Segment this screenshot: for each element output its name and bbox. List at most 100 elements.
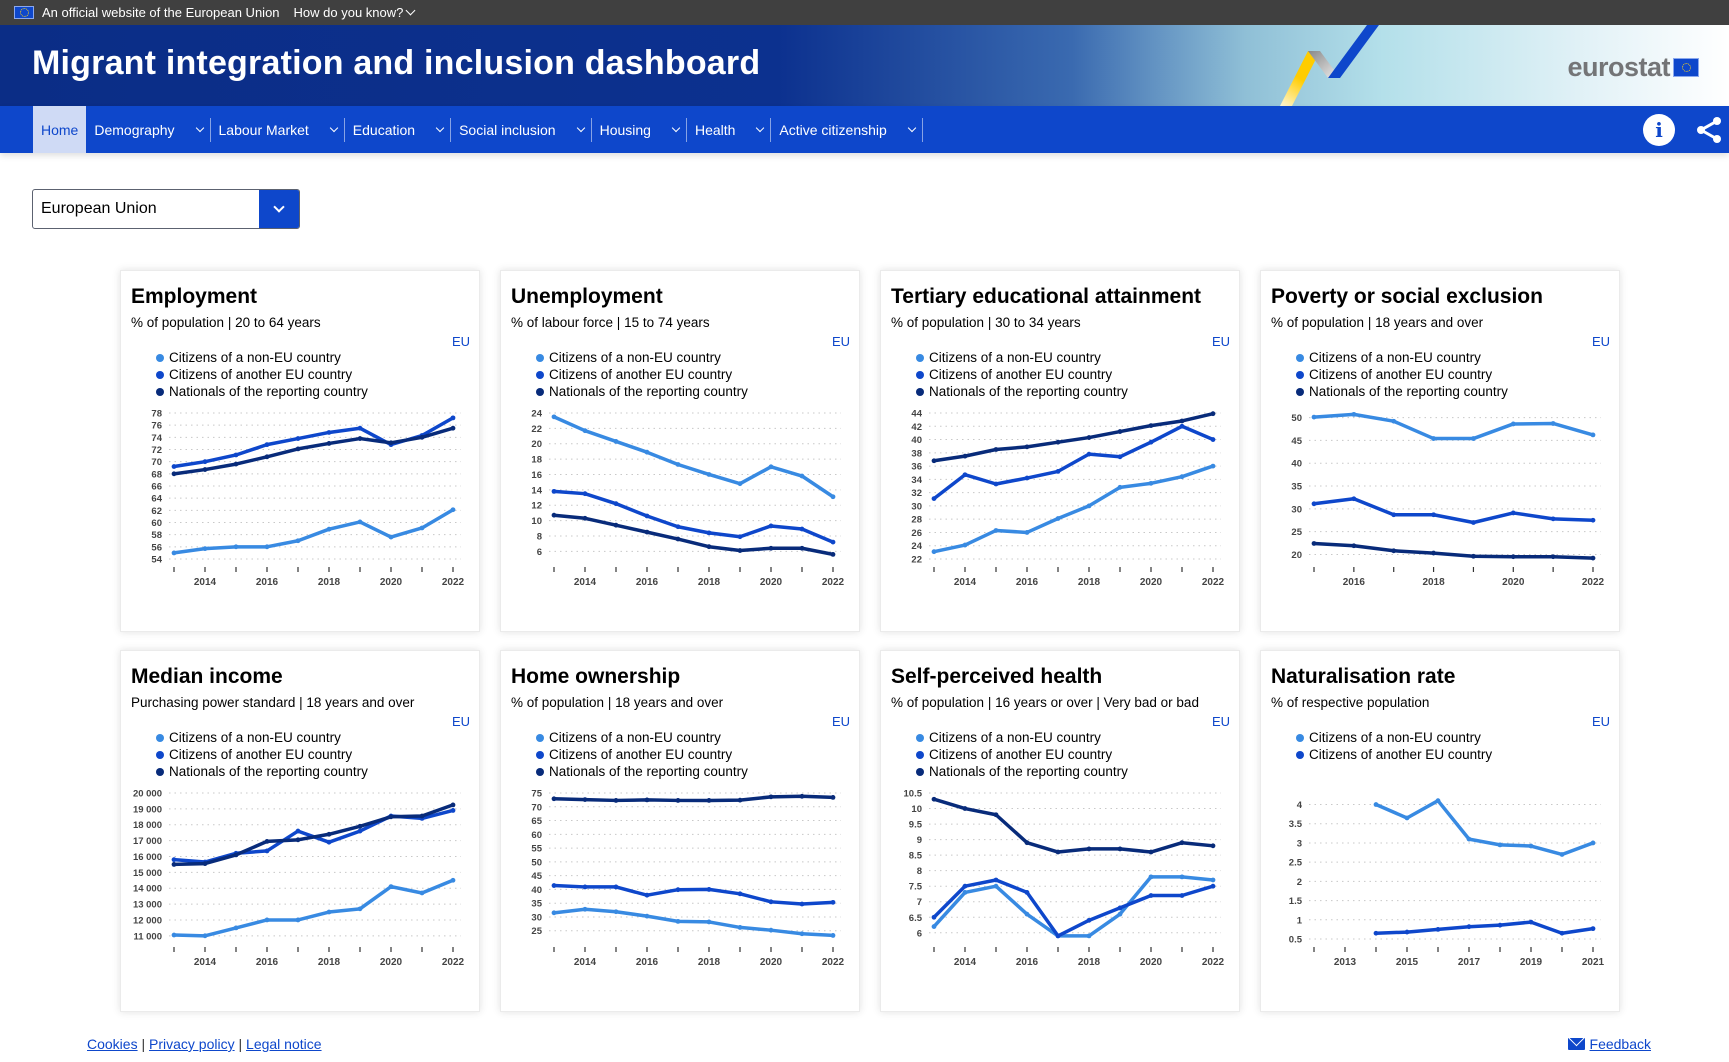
data-point[interactable] — [799, 793, 805, 799]
data-point[interactable] — [1550, 421, 1556, 426]
data-point[interactable] — [419, 890, 425, 896]
data-point[interactable] — [931, 924, 937, 929]
data-point[interactable] — [1559, 930, 1565, 936]
data-point[interactable] — [233, 461, 239, 467]
data-point[interactable] — [295, 917, 301, 923]
series-line-nationals[interactable] — [172, 426, 455, 476]
data-point[interactable] — [1117, 429, 1123, 434]
nav-item-social-inclusion[interactable]: Social inclusion — [451, 106, 592, 153]
nav-item-demography[interactable]: Demography — [86, 106, 211, 153]
nav-item-home[interactable]: Home — [33, 106, 87, 153]
data-point[interactable] — [450, 425, 456, 431]
data-point[interactable] — [171, 862, 177, 867]
data-point[interactable] — [675, 887, 681, 893]
data-point[interactable] — [582, 515, 588, 521]
data-point[interactable] — [171, 464, 177, 469]
data-point[interactable] — [613, 522, 619, 528]
data-point[interactable] — [326, 430, 332, 435]
data-point[interactable] — [1117, 905, 1123, 911]
data-point[interactable] — [993, 528, 999, 533]
data-point[interactable] — [931, 549, 937, 555]
data-point[interactable] — [1497, 922, 1503, 928]
data-point[interactable] — [1311, 501, 1317, 507]
data-point[interactable] — [1391, 418, 1397, 424]
data-point[interactable] — [1055, 516, 1061, 521]
eurostat-logo[interactable]: eurostat — [1567, 52, 1699, 83]
data-point[interactable] — [419, 525, 425, 531]
data-point[interactable] — [613, 884, 619, 890]
data-point[interactable] — [1431, 512, 1436, 518]
series-line-another-eu[interactable] — [552, 883, 835, 906]
data-point[interactable] — [706, 798, 712, 803]
data-point[interactable] — [830, 933, 836, 938]
data-point[interactable] — [768, 794, 774, 800]
data-point[interactable] — [1471, 553, 1476, 559]
data-point[interactable] — [295, 436, 301, 441]
data-point[interactable] — [1550, 554, 1556, 560]
data-point[interactable] — [295, 837, 301, 843]
data-point[interactable] — [1148, 423, 1154, 429]
data-point[interactable] — [202, 459, 208, 465]
data-point[interactable] — [675, 524, 681, 530]
series-line-non-eu[interactable] — [172, 507, 455, 555]
legend-item[interactable]: Citizens of another EU country — [156, 746, 368, 763]
data-point[interactable] — [264, 848, 270, 854]
legend-item[interactable]: Nationals of the reporting country — [536, 383, 748, 400]
privacy-policy-link[interactable]: Privacy policy — [149, 1036, 235, 1052]
data-point[interactable] — [1404, 815, 1410, 821]
data-point[interactable] — [931, 496, 937, 502]
data-point[interactable] — [675, 462, 681, 467]
series-line-another-eu[interactable] — [1374, 920, 1595, 935]
data-point[interactable] — [1590, 840, 1596, 846]
data-point[interactable] — [737, 481, 743, 487]
data-point[interactable] — [1590, 517, 1596, 523]
data-point[interactable] — [737, 534, 743, 540]
data-point[interactable] — [644, 529, 650, 535]
data-point[interactable] — [551, 796, 557, 802]
data-point[interactable] — [233, 925, 239, 931]
data-point[interactable] — [295, 446, 301, 452]
data-point[interactable] — [1497, 842, 1503, 848]
data-point[interactable] — [1210, 883, 1216, 889]
data-point[interactable] — [357, 519, 363, 525]
data-point[interactable] — [931, 914, 937, 920]
data-point[interactable] — [799, 545, 805, 551]
data-point[interactable] — [171, 932, 177, 938]
data-point[interactable] — [1311, 414, 1317, 420]
data-point[interactable] — [931, 796, 937, 802]
legend-item[interactable]: Citizens of a non-EU country — [156, 349, 368, 366]
data-point[interactable] — [171, 471, 177, 477]
nav-item-education[interactable]: Education — [345, 106, 452, 153]
data-point[interactable] — [1117, 454, 1123, 460]
data-point[interactable] — [1471, 436, 1476, 441]
legend-item[interactable]: Citizens of another EU country — [536, 366, 748, 383]
data-point[interactable] — [931, 458, 937, 464]
data-point[interactable] — [1510, 421, 1516, 427]
data-point[interactable] — [768, 464, 774, 470]
data-point[interactable] — [551, 910, 557, 916]
legend-item[interactable]: Citizens of a non-EU country — [1296, 349, 1508, 366]
data-point[interactable] — [613, 501, 619, 507]
data-point[interactable] — [1391, 548, 1397, 554]
data-point[interactable] — [582, 428, 588, 434]
data-point[interactable] — [326, 909, 332, 915]
data-point[interactable] — [1559, 852, 1565, 857]
series-line-nationals[interactable] — [172, 803, 455, 867]
data-point[interactable] — [1179, 874, 1185, 880]
data-point[interactable] — [993, 447, 999, 452]
data-point[interactable] — [388, 814, 394, 820]
data-point[interactable] — [326, 441, 332, 446]
data-point[interactable] — [1086, 917, 1092, 923]
series-line-non-eu[interactable] — [932, 875, 1215, 938]
data-point[interactable] — [1024, 890, 1030, 895]
data-point[interactable] — [1431, 436, 1436, 441]
series-line-non-eu[interactable] — [1312, 412, 1595, 441]
data-point[interactable] — [1373, 930, 1379, 936]
data-point[interactable] — [1351, 411, 1357, 417]
data-point[interactable] — [295, 828, 301, 834]
data-point[interactable] — [1117, 846, 1123, 852]
data-point[interactable] — [1055, 933, 1061, 939]
data-point[interactable] — [1590, 555, 1596, 561]
data-point[interactable] — [1431, 550, 1436, 556]
data-point[interactable] — [1210, 877, 1216, 883]
